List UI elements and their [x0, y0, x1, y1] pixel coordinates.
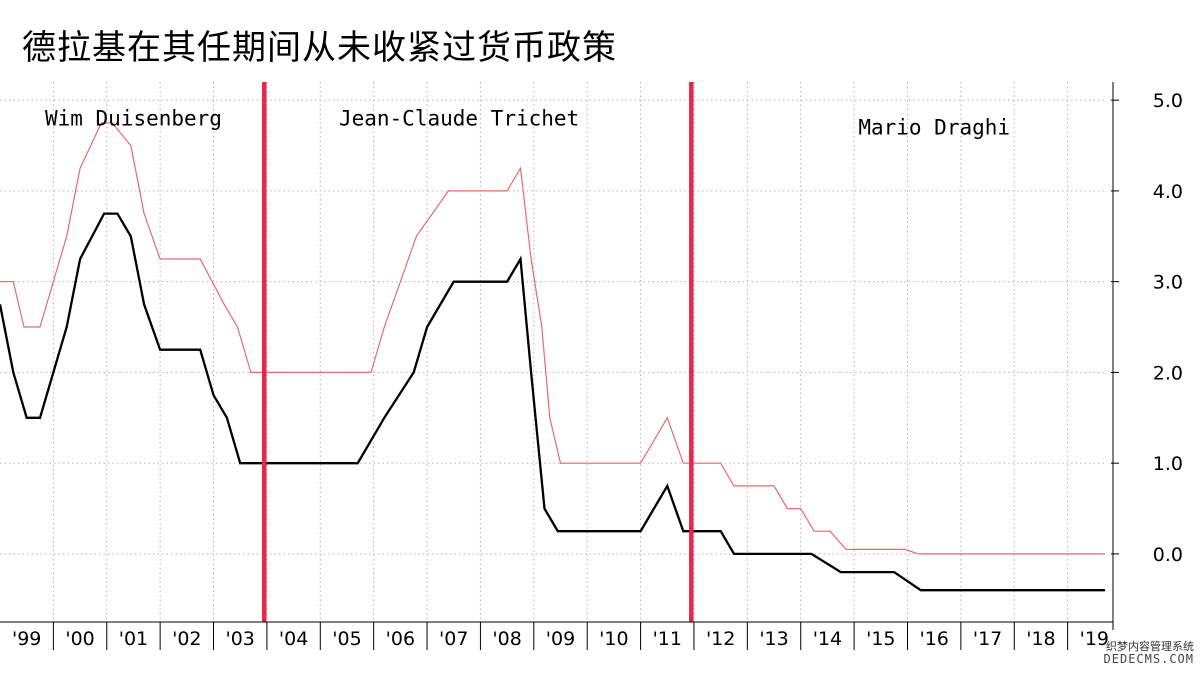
chart-title: 德拉基在其任期间从未收紧过货币政策: [22, 28, 617, 68]
series-line-1: [0, 122, 1105, 555]
term-dividers: [261, 82, 694, 622]
x-tick-label: '15: [866, 628, 895, 650]
x-tick-label: '12: [706, 628, 735, 650]
annotation-label: Wim Duisenberg: [45, 106, 222, 130]
series-group: [0, 122, 1106, 592]
x-tick-label: '08: [492, 628, 521, 650]
x-tick-label: '99: [12, 628, 41, 650]
x-tick-label: '05: [332, 628, 361, 650]
annotation-label: Mario Draghi: [858, 115, 1010, 139]
x-tick-label: '18: [1026, 628, 1055, 650]
x-tick-label: '19: [1080, 628, 1109, 650]
watermark-cn: 织梦内容管理系统: [1106, 639, 1194, 653]
y-tick-label: 3.0: [1153, 272, 1183, 294]
x-tick-label: '10: [599, 628, 628, 650]
axes: [0, 82, 1119, 650]
watermark-en: DEDECMS.COM: [1103, 652, 1194, 667]
labels: 0.0 1.0 2.0 3.0 4.0 5.0 '99 '00 '01 '02 '03 '04 '05 '…: [12, 90, 1183, 650]
x-tick-label: '04: [279, 628, 308, 650]
annotation-label: Jean-Claude Trichet: [339, 106, 579, 130]
x-tick-label: '14: [813, 628, 842, 650]
x-tick-label: '07: [439, 628, 468, 650]
x-tick-label: '09: [546, 628, 575, 650]
y-tick-label: 1.0: [1153, 453, 1183, 475]
watermark: 织梦内容管理系统 DEDECMS.COM: [1103, 639, 1194, 667]
y-tick-label: 5.0: [1153, 90, 1183, 112]
x-tick-label: '06: [386, 628, 415, 650]
x-tick-label: '16: [919, 628, 948, 650]
x-tick-label: '13: [759, 628, 788, 650]
x-tick-label: '03: [226, 628, 255, 650]
y-tick-label: 2.0: [1153, 362, 1183, 384]
x-tick-label: '01: [119, 628, 148, 650]
x-tick-label: '11: [653, 628, 682, 650]
x-tick-label: '17: [973, 628, 1002, 650]
x-tick-label: '02: [172, 628, 201, 650]
series-line-2: [0, 212, 1105, 592]
y-tick-label: 0.0: [1153, 544, 1183, 566]
x-tick-label: '00: [65, 628, 94, 650]
grid-lines: [0, 82, 1105, 622]
y-tick-label: 4.0: [1153, 181, 1183, 203]
